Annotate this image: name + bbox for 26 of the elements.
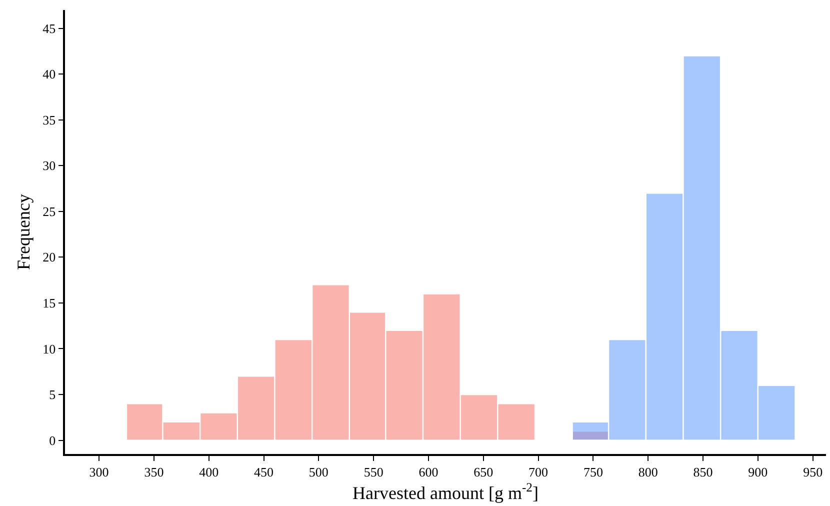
y-tick-label: 25 xyxy=(42,204,56,219)
x-tick-label: 600 xyxy=(418,464,438,480)
x-tick-label: 350 xyxy=(144,464,164,480)
x-tick-label: 700 xyxy=(528,464,548,480)
x-tick-label: 900 xyxy=(748,464,768,480)
y-axis-title: Frequency xyxy=(13,194,34,270)
y-tick-label: 15 xyxy=(42,296,56,310)
y-tick-label: 0 xyxy=(49,432,56,448)
x-tick-label: 850 xyxy=(693,464,713,480)
x-tick-label: 650 xyxy=(474,464,494,480)
x-tick-label: 500 xyxy=(308,464,328,480)
y-tick-label: 5 xyxy=(49,387,56,402)
x-tick-label: 750 xyxy=(583,464,603,480)
y-tick-label: 35 xyxy=(42,112,56,128)
x-tick-label: 450 xyxy=(254,464,274,480)
x-tick-label: 300 xyxy=(89,464,109,480)
x-axis-title: Harvested amount [g m$^{-2}$] xyxy=(352,480,538,503)
x-tick-label: 950 xyxy=(803,464,823,480)
x-tick-label: 550 xyxy=(364,464,384,480)
y-tick-label: 30 xyxy=(42,158,56,174)
x-tick-label: 800 xyxy=(638,464,658,480)
y-tick-label: 45 xyxy=(42,20,56,36)
y-tick-label: 40 xyxy=(42,66,56,82)
y-tick-label: 10 xyxy=(42,341,56,356)
x-tick-label: 400 xyxy=(199,464,219,480)
y-tick-label: 20 xyxy=(42,250,56,265)
